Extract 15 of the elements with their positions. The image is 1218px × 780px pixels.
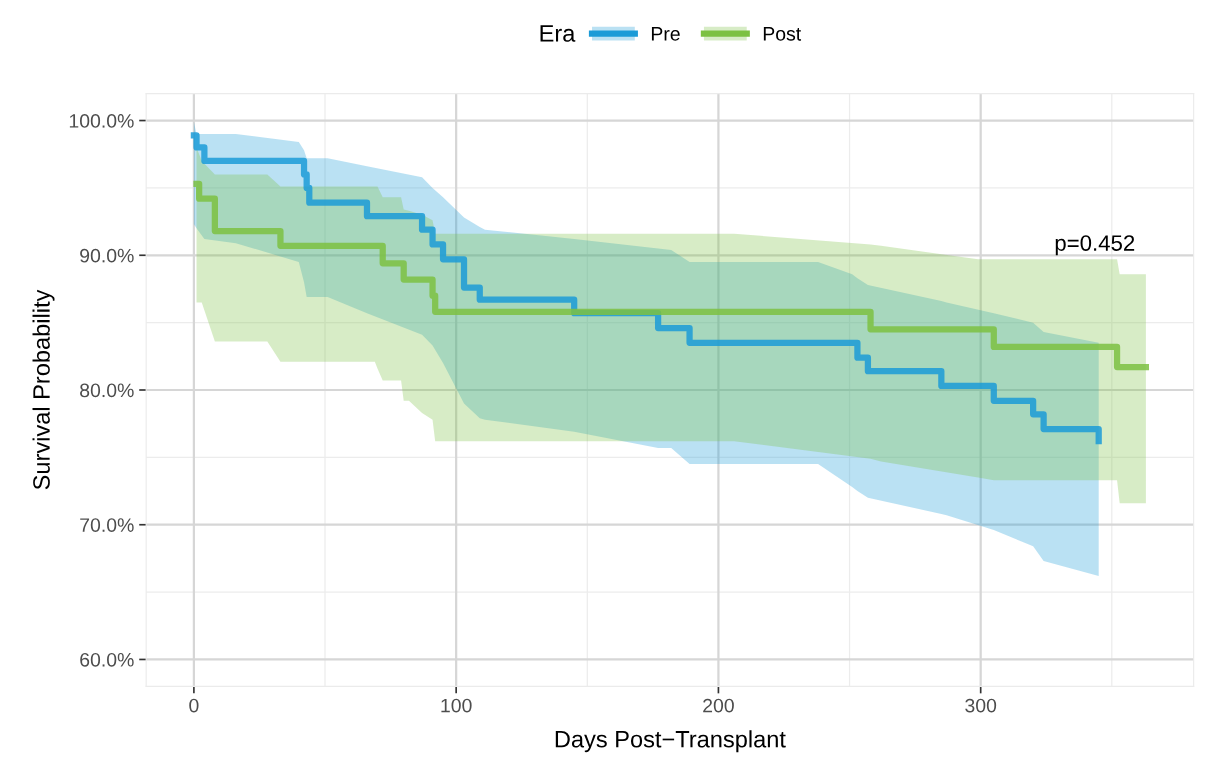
x-tick-label: 200	[703, 698, 734, 713]
x-tick-label: 300	[965, 698, 997, 713]
legend-title: Era	[540, 25, 576, 42]
y-axis-title: Survival Probability	[32, 289, 55, 490]
x-tick-label: 100	[441, 698, 472, 713]
y-tick-label: 100.0%	[69, 114, 134, 128]
annotation: p=0.452	[1055, 235, 1135, 256]
legend-label: Post	[763, 27, 802, 41]
y-tick-label: 80.0%	[80, 383, 134, 398]
x-tick-label: 0	[189, 698, 199, 713]
x-axis-title: Days Post−Transplant	[555, 730, 786, 753]
legend-label: Pre	[651, 27, 680, 41]
y-tick-label: 70.0%	[80, 518, 134, 532]
y-tick-label: 60.0%	[80, 652, 134, 667]
y-tick-label: 90.0%	[80, 248, 134, 263]
